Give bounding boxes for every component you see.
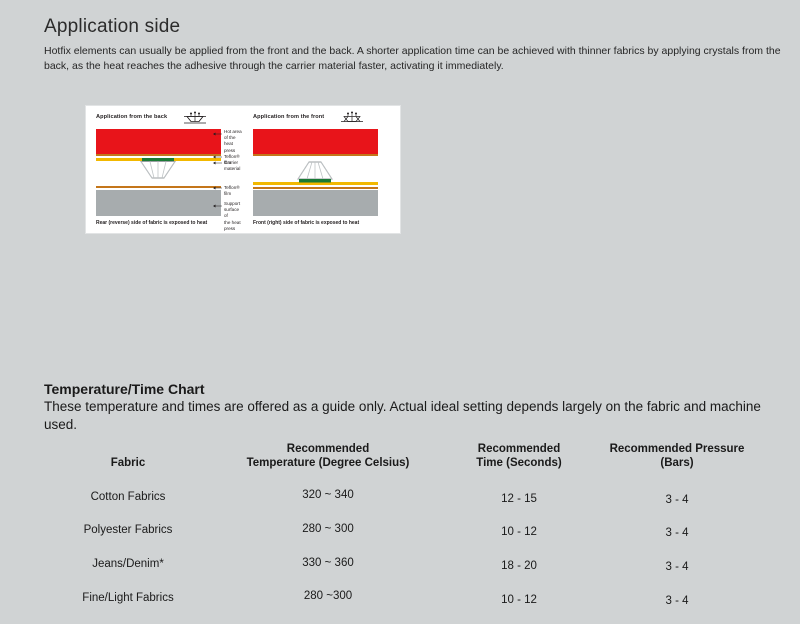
column-header-temperature-line1: Recommended xyxy=(286,443,370,455)
callout-label-teflon-top: Teflon® film xyxy=(224,154,240,166)
crystal-inverted-icon xyxy=(140,158,176,179)
cell-fabric: Fine/Light Fabrics xyxy=(82,591,174,604)
table-row: Jeans/Denim* 330 ~ 360 18 - 20 3 - 4 xyxy=(44,542,760,576)
cell-temperature: 320 ~ 340 xyxy=(302,489,354,502)
layer-gap-lower xyxy=(253,189,378,190)
callout-arrow-4 xyxy=(213,186,222,190)
crystal-back-icon xyxy=(184,111,206,124)
callout-arrow-5 xyxy=(213,204,222,208)
cell-time: 18 - 20 xyxy=(501,560,537,573)
cell-pressure: 3 - 4 xyxy=(665,493,689,506)
layer-gap-top xyxy=(96,156,221,158)
callout-arrow-2 xyxy=(213,155,222,159)
page-title: Application side xyxy=(44,16,181,37)
diagram-front-half: Application from the front xyxy=(243,106,400,233)
temperature-time-table: Fabric Recommended Temperature (Degree C… xyxy=(44,443,760,610)
crystal-upright-icon xyxy=(297,161,333,183)
layer-teflon-film-bottom xyxy=(253,187,378,189)
diagram-back-heading: Application from the back xyxy=(96,114,168,120)
cell-temperature: 280 ~300 xyxy=(303,590,353,603)
cell-time: 12 - 15 xyxy=(501,492,537,505)
column-header-time-line2: Time (Seconds) xyxy=(476,456,562,469)
application-side-diagram: Application from the back xyxy=(86,106,400,233)
diagram-back-half: Application from the back xyxy=(86,106,243,233)
cell-time: 10 - 12 xyxy=(501,593,537,606)
layer-hot-area xyxy=(253,129,378,154)
callout-label-hot-area: Hot area of the heat press xyxy=(224,129,242,153)
column-header-fabric-label: Fabric xyxy=(110,456,146,469)
column-header-time: Recommended Time (Seconds) xyxy=(444,443,594,475)
layer-support-surface xyxy=(96,190,221,216)
layer-gap-bottom xyxy=(253,185,378,187)
diagram-front-caption: Front (right) side of fabric is exposed … xyxy=(253,220,360,226)
column-header-time-line1: Recommended xyxy=(477,443,561,455)
layer-teflon-film-top xyxy=(253,154,378,156)
layer-carrier-material xyxy=(253,182,378,185)
chart-title: Temperature/Time Chart xyxy=(44,381,205,397)
column-header-temperature-line2: Temperature (Degree Celsius) xyxy=(246,456,410,469)
column-header-pressure-line1: Recommended Pressure xyxy=(609,443,745,455)
column-header-pressure-line2: (Bars) xyxy=(660,456,694,469)
diagram-back-caption: Rear (reverse) side of fabric is exposed… xyxy=(96,220,208,226)
layer-gap-bottom xyxy=(96,188,221,190)
column-header-temperature: Recommended Temperature (Degree Celsius) xyxy=(212,443,444,475)
layer-teflon-film-bottom xyxy=(96,186,221,188)
table-row: Polyester Fabrics 280 ~ 300 10 - 12 3 - … xyxy=(44,508,760,542)
cell-time: 10 - 12 xyxy=(501,526,537,539)
column-header-pressure: Recommended Pressure (Bars) xyxy=(594,443,760,475)
cell-pressure: 3 - 4 xyxy=(665,594,689,607)
cell-pressure: 3 - 4 xyxy=(665,527,689,540)
cell-fabric: Polyester Fabrics xyxy=(83,524,173,537)
callout-arrow-1 xyxy=(213,132,222,136)
callout-label-carrier-material: Carrier material xyxy=(224,160,241,172)
callout-arrow-3 xyxy=(213,161,222,165)
table-row: Fine/Light Fabrics 280 ~300 10 - 12 3 - … xyxy=(44,576,760,610)
chart-subtitle: These temperature and times are offered … xyxy=(44,399,761,432)
cell-fabric: Jeans/Denim* xyxy=(92,558,164,571)
cell-temperature: 280 ~ 300 xyxy=(302,522,354,535)
table-row: Cotton Fabrics 320 ~ 340 12 - 15 3 - 4 xyxy=(44,475,760,509)
cell-temperature: 330 ~ 360 xyxy=(302,556,354,569)
callout-label-support-surface: Support surface of the heat press xyxy=(224,201,241,231)
diagram-front-heading: Application from the front xyxy=(253,114,325,120)
table-header-row: Fabric Recommended Temperature (Degree C… xyxy=(44,443,760,475)
layer-support-surface xyxy=(253,190,378,216)
layer-hot-area xyxy=(96,129,221,154)
crystal-front-icon xyxy=(341,111,363,122)
intro-paragraph: Hotfix elements can usually be applied f… xyxy=(44,45,781,73)
column-header-fabric: Fabric xyxy=(44,443,212,475)
callout-label-teflon-bottom: Teflon® film xyxy=(224,185,240,197)
cell-fabric: Cotton Fabrics xyxy=(90,490,166,503)
layer-teflon-film-top xyxy=(96,154,221,156)
cell-pressure: 3 - 4 xyxy=(665,561,689,574)
